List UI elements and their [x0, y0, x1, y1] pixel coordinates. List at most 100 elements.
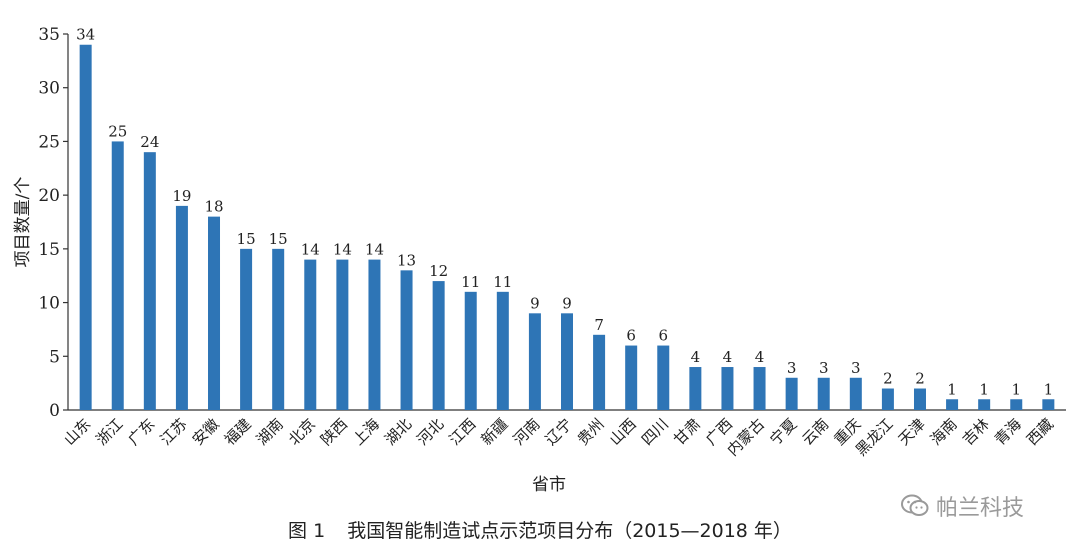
watermark-text: 帕兰科技 — [936, 496, 1025, 521]
bar-14 — [528, 313, 541, 410]
x-tick-label-0: 山东 — [60, 415, 94, 449]
bar-13 — [496, 291, 509, 410]
x-tick-label-9: 上海 — [349, 415, 383, 449]
y-tick-label: 25 — [38, 132, 60, 152]
bar-21 — [753, 367, 766, 410]
bar-17 — [625, 345, 638, 410]
bar-6 — [272, 248, 285, 410]
x-tick-label-13: 新疆 — [478, 415, 512, 449]
value-label-28: 1 — [979, 380, 989, 398]
bar-8 — [336, 259, 349, 410]
bar-10 — [400, 270, 413, 410]
value-label-8: 14 — [333, 241, 352, 259]
bar-0 — [79, 44, 92, 410]
bar-2 — [143, 152, 156, 410]
bar-27 — [946, 399, 959, 410]
value-label-10: 13 — [397, 251, 416, 269]
y-tick-label: 20 — [38, 186, 60, 206]
x-tick-label-30: 西藏 — [1023, 415, 1057, 449]
figure-caption: 图 1 我国智能制造试点示范项目分布（2015—2018 年） — [0, 516, 1080, 543]
x-tick-label-2: 广东 — [125, 415, 159, 449]
wechat-icon — [901, 494, 929, 516]
bar-26 — [913, 388, 926, 410]
x-tick-label-14: 河南 — [510, 415, 544, 449]
bar-29 — [1010, 399, 1023, 410]
value-label-13: 11 — [493, 273, 512, 291]
y-tick-label: 10 — [38, 294, 60, 314]
x-tick-labels-group: 山东浙江广东江苏安徽福建湖南北京陕西上海湖北河北江西新疆河南辽宁贵州山西四川甘肃… — [60, 415, 1057, 460]
value-label-27: 1 — [947, 380, 957, 398]
bar-3 — [175, 205, 188, 410]
x-tick-label-27: 海南 — [927, 415, 961, 449]
value-label-14: 9 — [530, 294, 540, 312]
value-label-20: 4 — [723, 348, 733, 366]
value-label-18: 6 — [658, 327, 668, 345]
value-label-6: 15 — [269, 230, 288, 248]
x-tick-label-21: 内蒙古 — [724, 415, 769, 460]
bar-9 — [368, 259, 381, 410]
value-label-11: 12 — [429, 262, 448, 280]
x-tick-label-19: 甘肃 — [670, 415, 704, 449]
value-label-22: 3 — [787, 359, 797, 377]
x-axis-label: 省市 — [532, 475, 566, 495]
y-tick-label: 35 — [38, 25, 60, 45]
x-tick-label-12: 江西 — [445, 415, 479, 449]
value-label-2: 24 — [140, 133, 159, 151]
value-label-23: 3 — [819, 359, 829, 377]
value-label-5: 15 — [237, 230, 256, 248]
y-axis-ticks: 0 5 10 15 20 25 30 35 — [38, 25, 68, 421]
value-label-15: 9 — [562, 294, 572, 312]
x-tick-label-15: 辽宁 — [542, 415, 576, 449]
value-label-9: 14 — [365, 241, 384, 259]
x-tick-label-23: 云南 — [798, 415, 832, 449]
value-label-3: 19 — [172, 187, 191, 205]
bar-20 — [721, 367, 734, 410]
bar-7 — [304, 259, 317, 410]
x-tick-label-28: 吉林 — [959, 415, 993, 449]
bar-28 — [978, 399, 991, 410]
x-tick-label-29: 青海 — [991, 415, 1025, 449]
value-label-7: 14 — [301, 241, 320, 259]
x-tick-label-25: 黑龙江 — [852, 415, 897, 460]
x-tick-label-26: 天津 — [895, 415, 929, 449]
value-label-12: 11 — [461, 273, 480, 291]
x-tick-label-4: 安徽 — [189, 415, 223, 449]
bar-16 — [593, 334, 606, 410]
value-label-21: 4 — [755, 348, 765, 366]
bar-24 — [849, 377, 862, 410]
x-tick-label-11: 河北 — [413, 415, 447, 449]
y-tick-label: 0 — [49, 401, 60, 421]
value-label-26: 2 — [915, 370, 925, 388]
value-label-19: 4 — [691, 348, 701, 366]
figure-caption-text: 我国智能制造试点示范项目分布（2015—2018 年） — [347, 520, 792, 542]
x-tick-label-16: 贵州 — [574, 415, 608, 449]
y-tick-label: 15 — [38, 240, 60, 260]
y-axis-label: 项目数量/个 — [13, 177, 33, 268]
bars-group — [79, 44, 1055, 410]
value-label-4: 18 — [204, 198, 223, 216]
x-tick-label-6: 湖南 — [253, 415, 287, 449]
x-tick-label-8: 陕西 — [317, 415, 351, 449]
y-tick-label: 30 — [38, 79, 60, 99]
bar-30 — [1042, 399, 1055, 410]
value-label-0: 34 — [76, 26, 95, 44]
figure-number: 图 1 — [288, 520, 326, 542]
bar-25 — [881, 388, 894, 410]
bar-1 — [111, 141, 124, 410]
value-label-24: 3 — [851, 359, 861, 377]
bar-15 — [561, 313, 573, 410]
value-label-16: 7 — [594, 316, 604, 334]
bar-22 — [785, 377, 798, 410]
bar-19 — [689, 367, 702, 410]
x-tick-label-3: 江苏 — [157, 415, 191, 449]
bar-12 — [464, 291, 477, 410]
value-label-29: 1 — [1011, 380, 1021, 398]
x-tick-label-10: 湖北 — [381, 415, 415, 449]
x-tick-label-17: 山西 — [606, 415, 640, 449]
x-tick-label-5: 福建 — [221, 415, 255, 449]
value-label-1: 25 — [108, 122, 127, 140]
bar-11 — [432, 281, 445, 410]
